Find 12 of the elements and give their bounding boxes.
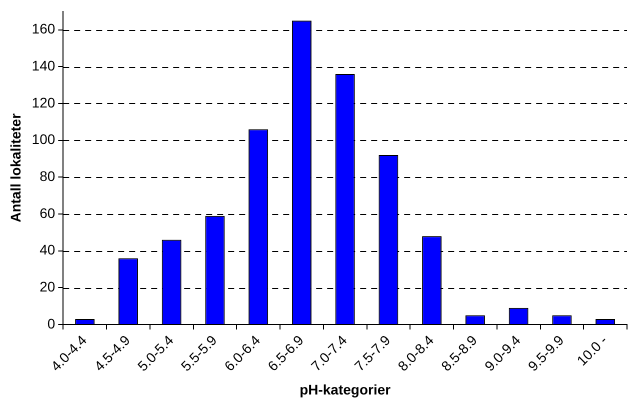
y-axis-title: Antall lokaliteter <box>7 112 24 222</box>
y-tick-label: 20 <box>40 278 56 295</box>
y-tick-label: 100 <box>32 131 56 148</box>
y-tick-label: 160 <box>32 20 56 37</box>
x-axis-title: pH-kategorier <box>300 381 392 398</box>
y-tick-label: 80 <box>40 168 56 184</box>
y-tick-label: 0 <box>47 315 56 332</box>
y-tick-label: 40 <box>40 242 56 258</box>
y-tick-label: 120 <box>32 94 56 110</box>
y-tick-label: 60 <box>40 204 56 221</box>
y-tick-label: 140 <box>32 58 56 74</box>
x-tick-label: 10.0 - <box>574 332 610 369</box>
